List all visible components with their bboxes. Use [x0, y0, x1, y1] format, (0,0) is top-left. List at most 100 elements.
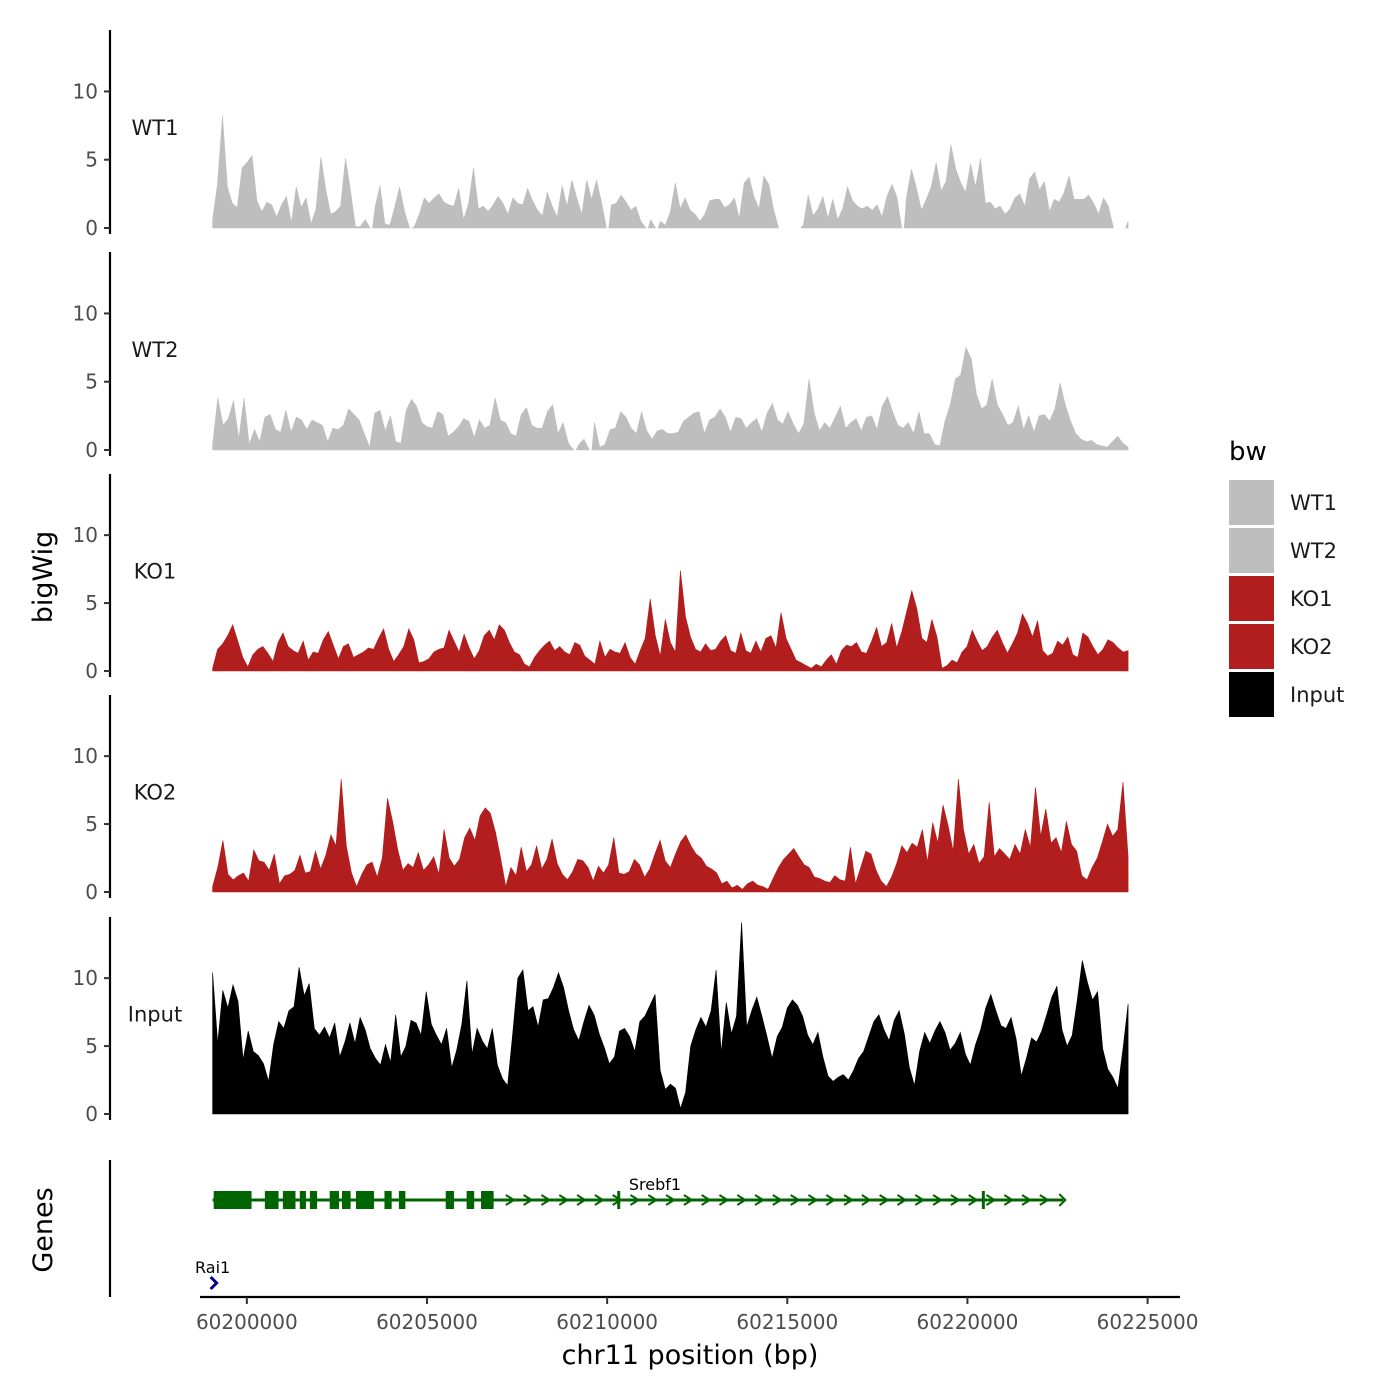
strand-chevron [843, 1194, 854, 1206]
y-tick-label: 10 [73, 523, 98, 547]
strand-chevron [665, 1194, 676, 1206]
strand-chevron [647, 1194, 659, 1206]
gene-label: Rai1 [195, 1258, 230, 1277]
track-label: WT2 [132, 338, 179, 362]
legend: bw WT1 WT2 KO1 KO2 Input [1229, 437, 1344, 717]
x-tick-label: 60200000 [196, 1310, 298, 1334]
track-ko2: 0 5 10 KO2 [73, 695, 1129, 904]
coverage-area [657, 175, 779, 229]
track-label: KO2 [134, 780, 177, 804]
genes-track: Srebf1 Rai1 [108, 1160, 1067, 1297]
gene-exon [617, 1191, 621, 1209]
strand-chevron [523, 1194, 534, 1206]
legend-title: bw [1229, 437, 1267, 467]
genes-axis-title: Genes [28, 1187, 59, 1272]
y-tick-label: 10 [73, 301, 98, 325]
legend-swatch [1229, 528, 1274, 573]
gene-exon [445, 1191, 455, 1209]
legend-item-ko1: KO1 [1229, 576, 1333, 621]
legend-swatch [1229, 480, 1274, 525]
legend-swatch [1229, 624, 1274, 669]
y-tick-label: 10 [73, 966, 98, 990]
strand-chevron [594, 1194, 605, 1206]
y-tick-label: 0 [85, 880, 98, 904]
gene-exon [329, 1191, 340, 1209]
strand-chevron [950, 1194, 961, 1206]
track-label: WT1 [132, 116, 179, 140]
strand-chevron [754, 1194, 765, 1206]
strand-chevron [807, 1194, 819, 1206]
strand-chevron [914, 1194, 926, 1206]
x-tick-label: 60210000 [556, 1310, 658, 1334]
y-tick-label: 0 [85, 216, 98, 240]
y-tick-label: 0 [85, 1102, 98, 1126]
strand-chevron [540, 1194, 552, 1206]
y-tick-label: 10 [73, 79, 98, 103]
x-axis-title: chr11 position (bp) [562, 1340, 819, 1371]
strand-chevron [683, 1194, 694, 1206]
coverage-area [608, 194, 647, 229]
coverage-area [212, 398, 575, 451]
strand-chevron [576, 1194, 587, 1206]
y-axis-title: bigWig [28, 531, 59, 624]
x-tick-label: 60205000 [376, 1310, 478, 1334]
strand-chevron [879, 1194, 890, 1206]
strand-chevron [985, 1194, 997, 1206]
track-label: KO1 [134, 559, 177, 583]
strand-chevron [701, 1194, 712, 1206]
legend-swatch [1229, 672, 1274, 717]
coverage-area [411, 167, 607, 229]
strand-chevron [1003, 1194, 1015, 1206]
x-tick-label: 60220000 [917, 1310, 1019, 1334]
y-tick-label: 10 [73, 744, 98, 768]
gene-exon [213, 1191, 252, 1209]
strand-chevron [558, 1194, 570, 1206]
strand-chevron [736, 1194, 748, 1206]
coverage-area [591, 346, 1129, 451]
strand-chevron [968, 1194, 979, 1206]
legend-item-wt2: WT2 [1229, 528, 1337, 573]
legend-label: KO2 [1290, 635, 1333, 659]
legend-label: KO1 [1290, 587, 1333, 611]
y-tick-label: 5 [85, 148, 98, 172]
coverage-area [1125, 221, 1129, 229]
x-tick-label: 60225000 [1097, 1310, 1199, 1334]
y-tick-label: 0 [85, 438, 98, 462]
gene-exon [341, 1191, 351, 1209]
coverage-area [647, 219, 657, 229]
strand-chevron [505, 1194, 516, 1206]
strand-chevron [790, 1194, 801, 1206]
coverage-area [575, 438, 590, 451]
y-tick-label: 5 [85, 591, 98, 615]
coverage-area [212, 922, 1129, 1115]
gene-exon [309, 1191, 318, 1209]
y-tick-label: 0 [85, 659, 98, 683]
strand-chevron [612, 1194, 623, 1206]
gene-exon [282, 1191, 296, 1209]
legend-item-input: Input [1229, 672, 1344, 717]
track-input: 0 5 10 Input [73, 917, 1129, 1126]
strand-chevron [825, 1194, 837, 1206]
legend-item-ko2: KO2 [1229, 624, 1333, 669]
gene-exon [466, 1191, 475, 1209]
gene-exon [299, 1191, 306, 1209]
track-ko1: 0 5 10 KO1 [73, 474, 1129, 683]
gene-exon [481, 1191, 494, 1209]
legend-item-wt1: WT1 [1229, 480, 1337, 525]
y-tick-label: 5 [85, 1034, 98, 1058]
track-wt1: 0 5 10 WT1 [73, 30, 1129, 240]
y-tick-label: 5 [85, 812, 98, 836]
gene-exon [398, 1191, 406, 1209]
coverage-area [903, 144, 1114, 229]
strand-chevron [896, 1194, 908, 1206]
gene-exon [264, 1191, 279, 1209]
gene-marker [209, 1275, 219, 1291]
strand-chevron [1021, 1194, 1032, 1206]
y-tick-label: 5 [85, 370, 98, 394]
gene-exon [384, 1191, 392, 1209]
coverage-area [800, 183, 902, 229]
track-label: Input [128, 1002, 182, 1026]
x-tick-label: 60215000 [736, 1310, 838, 1334]
